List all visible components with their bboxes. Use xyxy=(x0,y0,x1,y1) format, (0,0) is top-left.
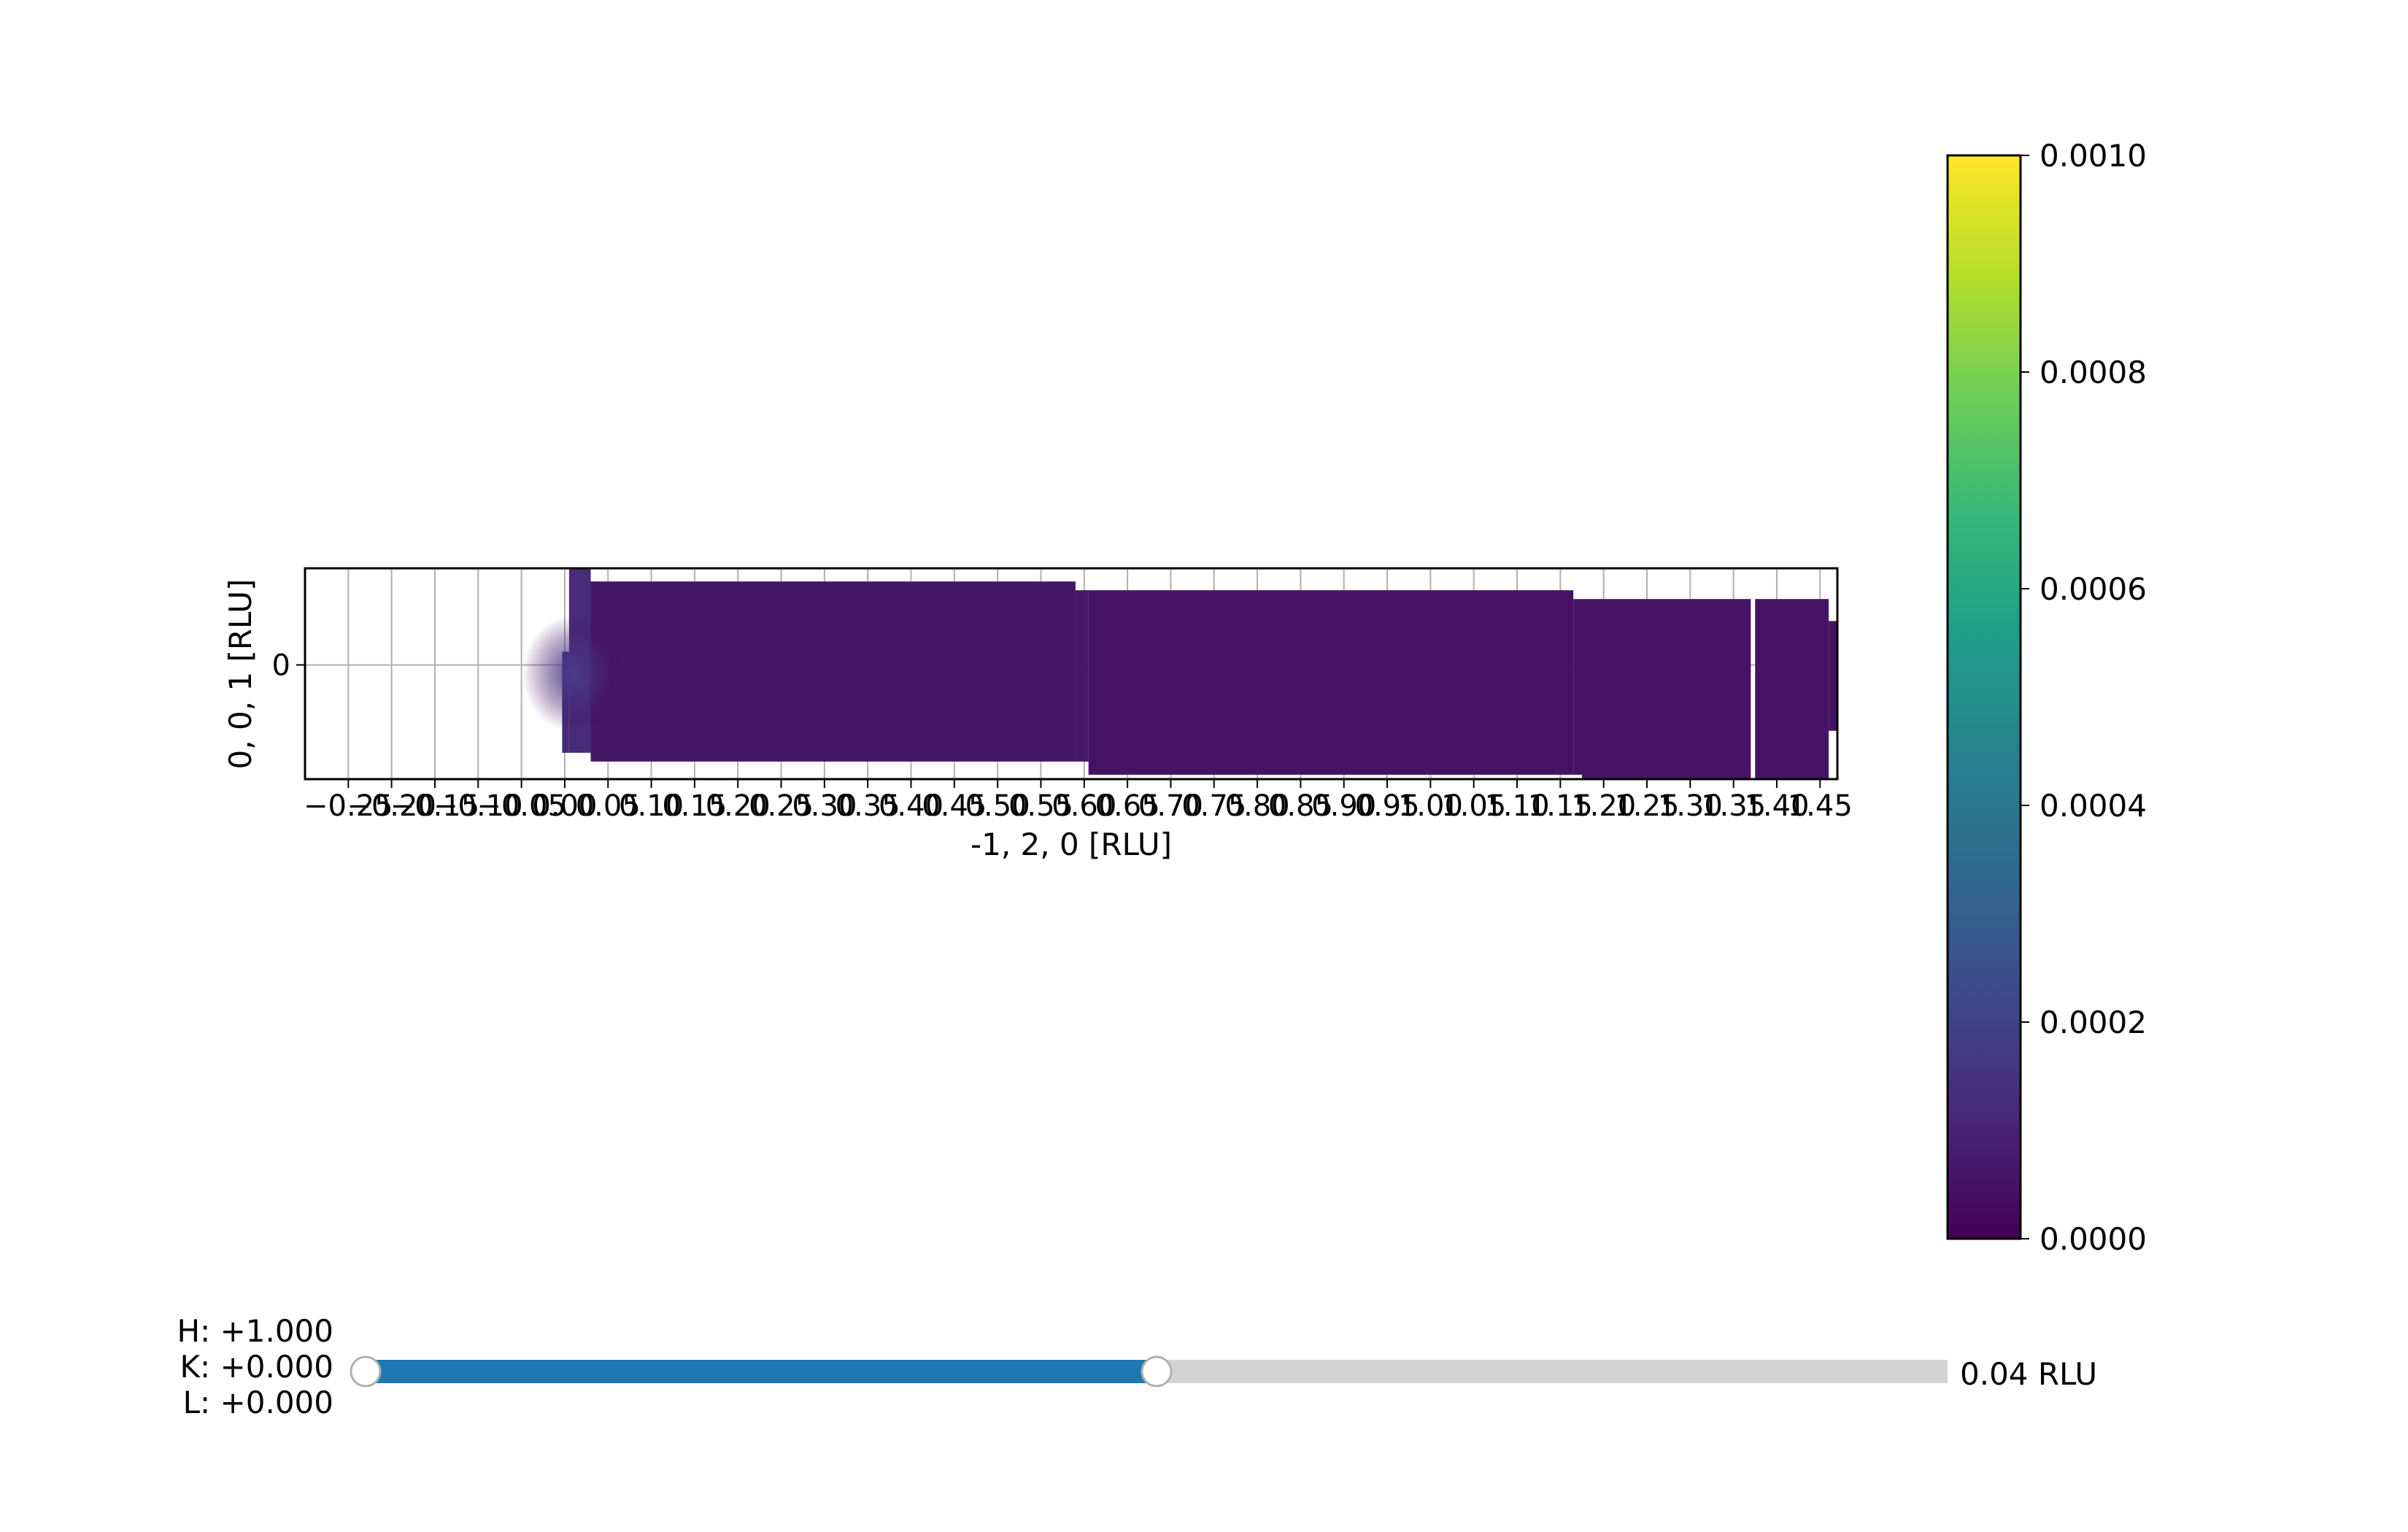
heatmap-cell xyxy=(1573,599,1582,775)
colorbar-ticks: 0.0000 0.0002 0.0004 0.0006 0.0008 0.0010 xyxy=(2021,138,2147,1257)
x-tick-label: 0.60 xyxy=(1051,789,1116,823)
slice-slider: H: +1.000 K: +0.000 L: +0.000 0.04 RLU xyxy=(177,1313,2097,1420)
x-tick-label: 1.25 xyxy=(1614,789,1679,823)
x-tick-label: 0.10 xyxy=(619,789,684,823)
heatmap-regions xyxy=(522,568,1837,779)
x-tick-label: −0.10 xyxy=(433,789,523,823)
x-tick-label: 1.45 xyxy=(1788,789,1853,823)
x-tick-label: 0.25 xyxy=(749,789,814,823)
x-tick-label: 1.10 xyxy=(1484,789,1549,823)
x-tick-label: 0.50 xyxy=(965,789,1030,823)
x-tick-label: 0.30 xyxy=(792,789,857,823)
slider-k-label: K: +0.000 xyxy=(180,1349,333,1385)
slider-l-label: L: +0.000 xyxy=(183,1385,333,1420)
colorbar-tick-label: 0.0010 xyxy=(2040,138,2147,174)
colorbar-tick-label: 0.0000 xyxy=(2040,1221,2147,1257)
x-axis-label: -1, 2, 0 [RLU] xyxy=(970,827,1172,862)
x-tick-label: 1.40 xyxy=(1744,789,1809,823)
x-tick-label: 1.15 xyxy=(1528,789,1593,823)
colorbar-tick-label: 0.0004 xyxy=(2040,788,2147,824)
x-tick-label: 0.55 xyxy=(1008,789,1073,823)
x-tick-label: 0.20 xyxy=(706,789,771,823)
x-axis-ticks: −0.25−0.20−0.15−0.10−0.050.000.050.100.1… xyxy=(304,779,1853,823)
x-tick-label: 0.90 xyxy=(1311,789,1376,823)
x-tick-label: 0.70 xyxy=(1138,789,1203,823)
heatmap-axes: −0.25−0.20−0.15−0.10−0.050.000.050.100.1… xyxy=(223,567,1853,862)
x-tick-label: 1.05 xyxy=(1441,789,1506,823)
x-tick-label: 1.00 xyxy=(1398,789,1463,823)
slider-h-label: H: +1.000 xyxy=(177,1313,333,1349)
slider-handle-max[interactable] xyxy=(1141,1355,1173,1388)
x-tick-label: 0.15 xyxy=(662,789,727,823)
x-tick-label: −0.15 xyxy=(390,789,480,823)
x-tick-label: −0.20 xyxy=(347,789,436,823)
x-tick-label: 0.35 xyxy=(836,789,900,823)
slider-value-label: 0.04 RLU xyxy=(1960,1356,2097,1392)
colorbar-tick-label: 0.0008 xyxy=(2040,355,2147,390)
colorbar-frame xyxy=(1946,154,2022,1240)
colorbar-tick-label: 0.0006 xyxy=(2040,571,2147,607)
y-axis-ticks: 0 xyxy=(272,649,305,682)
x-tick-label: −0.05 xyxy=(476,789,566,823)
x-tick-label: 0.05 xyxy=(576,789,641,823)
slider-fill xyxy=(366,1360,1157,1383)
heatmap-cell xyxy=(1755,599,1829,779)
x-tick-label: 0.75 xyxy=(1181,789,1246,823)
x-tick-label: 0.45 xyxy=(922,789,987,823)
x-tick-label: 0.00 xyxy=(532,789,597,823)
x-tick-label: 1.30 xyxy=(1658,789,1723,823)
y-axis-label: 0, 0, 1 [RLU] xyxy=(223,579,258,770)
x-tick-label: 0.95 xyxy=(1355,789,1420,823)
colorbar-tick-label: 0.0002 xyxy=(2040,1005,2147,1040)
heatmap-hotspot xyxy=(522,615,625,732)
slider-handle-min[interactable] xyxy=(350,1355,382,1388)
x-tick-label: 1.20 xyxy=(1571,789,1636,823)
x-tick-label: 1.35 xyxy=(1701,789,1766,823)
x-tick-label: 0.80 xyxy=(1225,789,1290,823)
x-tick-label: 0.40 xyxy=(879,789,943,823)
x-tick-label: 0.65 xyxy=(1095,789,1160,823)
heatmap-cell xyxy=(1088,590,1574,775)
heatmap-cell xyxy=(1829,621,1837,731)
x-tick-label: −0.25 xyxy=(304,789,393,823)
x-tick-label: 0.85 xyxy=(1268,789,1333,823)
colorbar: 0.0000 0.0002 0.0004 0.0006 0.0008 0.0010 xyxy=(1946,138,2147,1257)
heatmap-cell xyxy=(1075,590,1089,762)
colorbar-gradient xyxy=(1948,155,2021,1239)
heatmap-cell xyxy=(1582,599,1751,779)
heatmap-cell xyxy=(590,581,1076,762)
y-tick-label: 0 xyxy=(272,649,290,682)
plot-frame xyxy=(304,567,1839,781)
